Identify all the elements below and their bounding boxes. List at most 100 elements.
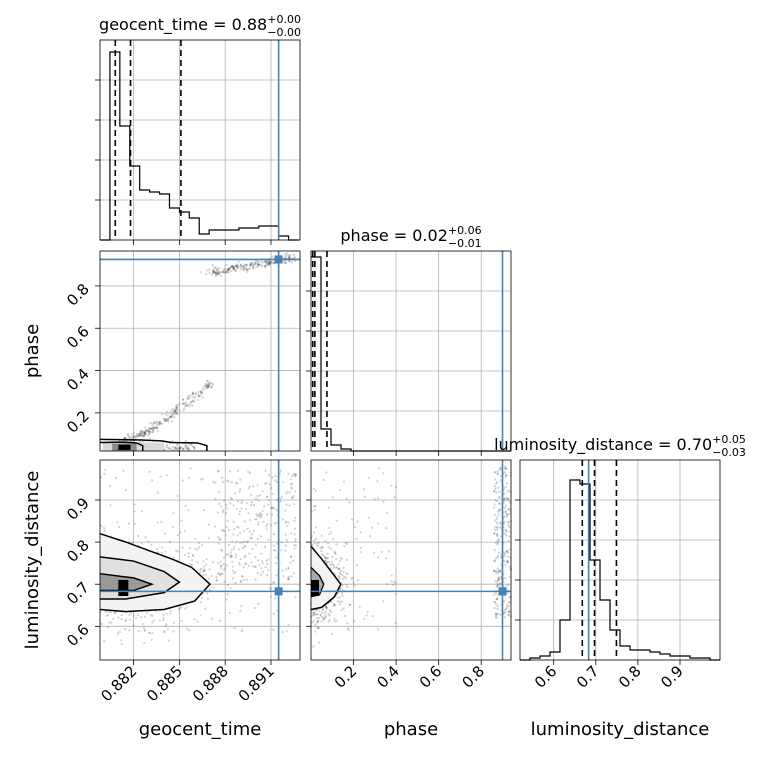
sample-point xyxy=(239,268,243,271)
sample-point xyxy=(494,612,498,615)
sample-point xyxy=(331,496,334,499)
sample-point xyxy=(370,526,374,529)
sample-point xyxy=(235,507,238,510)
sample-point xyxy=(206,385,209,388)
sample-point xyxy=(330,561,333,564)
sample-point xyxy=(377,628,380,631)
sample-point xyxy=(151,479,154,482)
sample-point xyxy=(151,631,154,635)
sample-point xyxy=(139,430,142,433)
sample-point xyxy=(193,446,196,449)
sample-point xyxy=(132,436,135,439)
sample-point xyxy=(329,567,332,570)
sample-point xyxy=(211,561,215,564)
sample-point xyxy=(143,433,147,436)
sample-point xyxy=(333,550,336,553)
sample-point xyxy=(140,434,143,437)
sample-point xyxy=(390,484,393,487)
sample-point xyxy=(504,576,507,580)
sample-point xyxy=(286,540,289,543)
sample-point xyxy=(504,504,507,507)
sample-point xyxy=(194,392,198,395)
sample-point xyxy=(294,490,297,493)
sample-point xyxy=(105,614,108,617)
sample-point xyxy=(506,551,509,554)
sample-point xyxy=(225,564,228,567)
sample-point xyxy=(167,417,170,420)
sample-point xyxy=(165,418,168,421)
sample-point xyxy=(254,497,258,500)
x-axis-label: geocent_time xyxy=(139,719,262,740)
sample-point xyxy=(294,473,297,476)
sample-point xyxy=(137,629,140,633)
sample-point xyxy=(138,432,141,435)
sample-point xyxy=(496,470,499,473)
sample-point xyxy=(279,497,282,500)
sample-point xyxy=(202,569,205,572)
sample-point xyxy=(227,268,230,271)
sample-point xyxy=(282,481,285,484)
y-tick-label: 0.4 xyxy=(63,365,93,395)
sample-point xyxy=(314,526,318,529)
sample-point xyxy=(332,605,335,608)
sample-point xyxy=(504,528,507,531)
sample-point xyxy=(348,501,351,504)
sample-point xyxy=(326,560,329,564)
hist-panel-luminosity_distance: 0.6 0.7 0.8 0.9 luminosity_distance = 0.70+0… xyxy=(494,433,746,692)
sample-point xyxy=(184,401,187,404)
sample-point xyxy=(344,576,348,580)
sample-point xyxy=(155,425,158,428)
sample-point xyxy=(221,480,225,483)
sample-point xyxy=(190,563,193,566)
sample-point xyxy=(109,611,112,614)
sample-point xyxy=(190,404,194,407)
sample-point xyxy=(156,427,159,430)
sample-point xyxy=(290,486,293,489)
sample-point xyxy=(506,497,509,500)
sample-point xyxy=(250,561,253,564)
sample-point xyxy=(200,392,203,395)
title-param: geocent_time xyxy=(99,15,208,35)
sample-point xyxy=(319,614,322,617)
sample-point xyxy=(355,537,358,541)
y-tick-label: 0.6 xyxy=(63,322,93,352)
sample-point xyxy=(494,478,497,481)
sample-point xyxy=(331,633,334,636)
sample-point xyxy=(362,488,365,491)
sample-point xyxy=(127,522,131,525)
sample-point xyxy=(496,473,499,476)
sample-point xyxy=(270,506,273,510)
sample-point xyxy=(147,431,150,434)
sample-point xyxy=(494,580,497,583)
sample-point xyxy=(227,528,231,532)
sample-point xyxy=(140,432,143,435)
panel-frame xyxy=(310,459,512,661)
sample-point xyxy=(243,545,247,548)
sample-point xyxy=(505,467,508,470)
sample-point xyxy=(214,481,217,484)
sample-point xyxy=(507,614,511,617)
sample-point xyxy=(220,567,223,570)
sample-point xyxy=(217,266,221,269)
sample-point xyxy=(126,433,129,436)
sample-point xyxy=(267,261,271,264)
sample-point xyxy=(214,525,217,528)
sample-point xyxy=(338,603,341,606)
sample-point xyxy=(322,617,325,620)
x-tick-label: 0.6 xyxy=(531,662,561,692)
sample-point xyxy=(256,514,259,518)
sample-point xyxy=(160,520,163,523)
sample-point xyxy=(122,469,125,473)
sample-point xyxy=(253,263,256,266)
sample-point xyxy=(336,596,339,599)
sample-point xyxy=(285,538,288,541)
sample-point xyxy=(279,469,282,472)
sample-point xyxy=(164,624,167,628)
sample-point xyxy=(257,263,260,267)
sample-point xyxy=(333,604,336,607)
sample-point xyxy=(206,269,209,272)
sample-point xyxy=(495,570,498,573)
x-tick-label: 0.888 xyxy=(189,662,232,705)
sample-point xyxy=(338,600,341,604)
sample-point xyxy=(255,512,258,515)
